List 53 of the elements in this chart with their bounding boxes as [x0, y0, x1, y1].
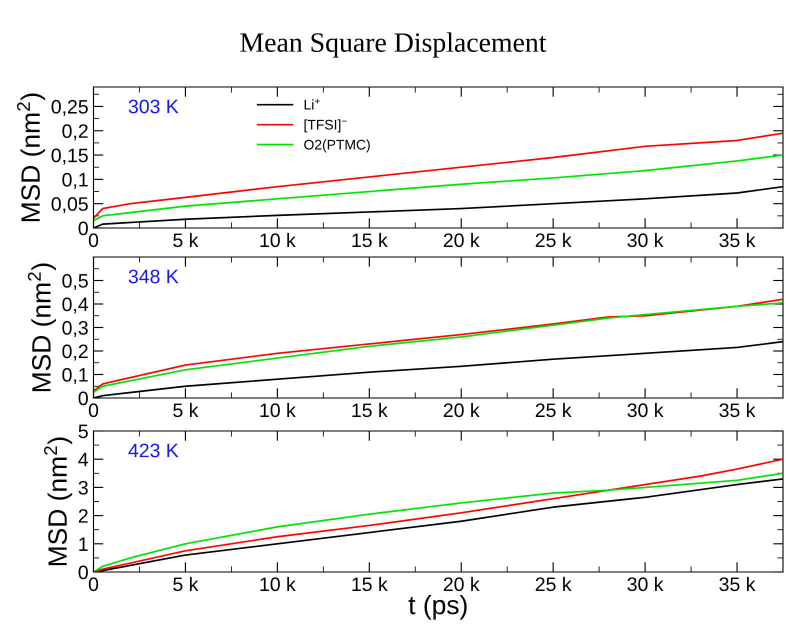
x-tick-label: 15 k — [352, 402, 388, 418]
y-tick-label: 0,1 — [62, 368, 88, 384]
y-tick-label: 0,5 — [62, 274, 88, 290]
y-tick-label: 0,05 — [52, 197, 88, 214]
x-tick-label: 20 k — [444, 576, 480, 592]
x-tick-label: 30 k — [627, 232, 664, 248]
y-axis-title: MSD (nm$^{2}$) — [17, 94, 46, 222]
y-tick-label: 4 — [78, 452, 88, 466]
annotation: 423 K — [128, 444, 179, 458]
y-tick-label: 5 — [78, 424, 88, 438]
y-tick-label: 0,25 — [52, 100, 88, 116]
y-tick-label: 1 — [79, 537, 88, 551]
y-tick-label: 0,2 — [62, 124, 88, 140]
x-tick-label: 35 k — [719, 576, 756, 592]
x-tick-label: 30 k — [627, 576, 664, 592]
y-tick-label: 0,15 — [52, 148, 88, 165]
x-tick-label: 25 k — [536, 232, 572, 248]
x-tick-label: 35 k — [719, 402, 756, 418]
x-tick-label: 0 — [88, 577, 98, 592]
x-tick-label: 25 k — [536, 576, 572, 592]
y-tick-label: 3 — [78, 480, 88, 495]
annotation: 303 K — [128, 100, 179, 114]
legend-label: O2(PTMC) — [304, 139, 370, 152]
x-tick-label: 20 k — [444, 232, 480, 248]
y-tick-label: 0,4 — [62, 297, 88, 314]
x-tick-label: 5 k — [173, 402, 198, 418]
x-tick-label: 30 k — [627, 402, 664, 418]
x-tick-label: 10 k — [260, 402, 296, 418]
y-axis-title: MSD (nm$^{2}$) — [28, 264, 56, 392]
y-axis-title: MSD (nm$^{2}$) — [44, 438, 72, 566]
y-tick-label: 0,2 — [62, 344, 88, 361]
y-tick-label: 0 — [78, 221, 88, 236]
y-tick-label: 2 — [78, 509, 88, 523]
legend-label: [TFSI]$^{−}$ — [304, 119, 347, 132]
x-tick-label: 10 k — [260, 232, 296, 248]
x-axis-title: t (ps) — [408, 594, 467, 620]
x-tick-label: 0 — [88, 233, 98, 248]
x-tick-label: 10 k — [260, 576, 296, 592]
chart-title: Mean Square Displacement — [240, 32, 546, 58]
y-tick-label: 0 — [78, 565, 88, 580]
y-tick-label: 0,3 — [62, 320, 88, 338]
y-tick-label: 0,1 — [62, 172, 88, 189]
x-tick-label: 5 k — [173, 232, 198, 248]
x-tick-label: 5 k — [173, 576, 198, 592]
x-tick-label: 0 — [88, 403, 98, 418]
x-tick-label: 25 k — [536, 402, 572, 418]
y-tick-label: 0 — [78, 391, 88, 406]
x-tick-label: 35 k — [719, 232, 756, 248]
annotation: 348 K — [128, 270, 179, 284]
x-tick-label: 15 k — [352, 232, 388, 248]
legend-label: Li$^{+}$ — [304, 98, 320, 110]
x-tick-label: 20 k — [444, 402, 480, 418]
x-tick-label: 15 k — [352, 576, 388, 592]
